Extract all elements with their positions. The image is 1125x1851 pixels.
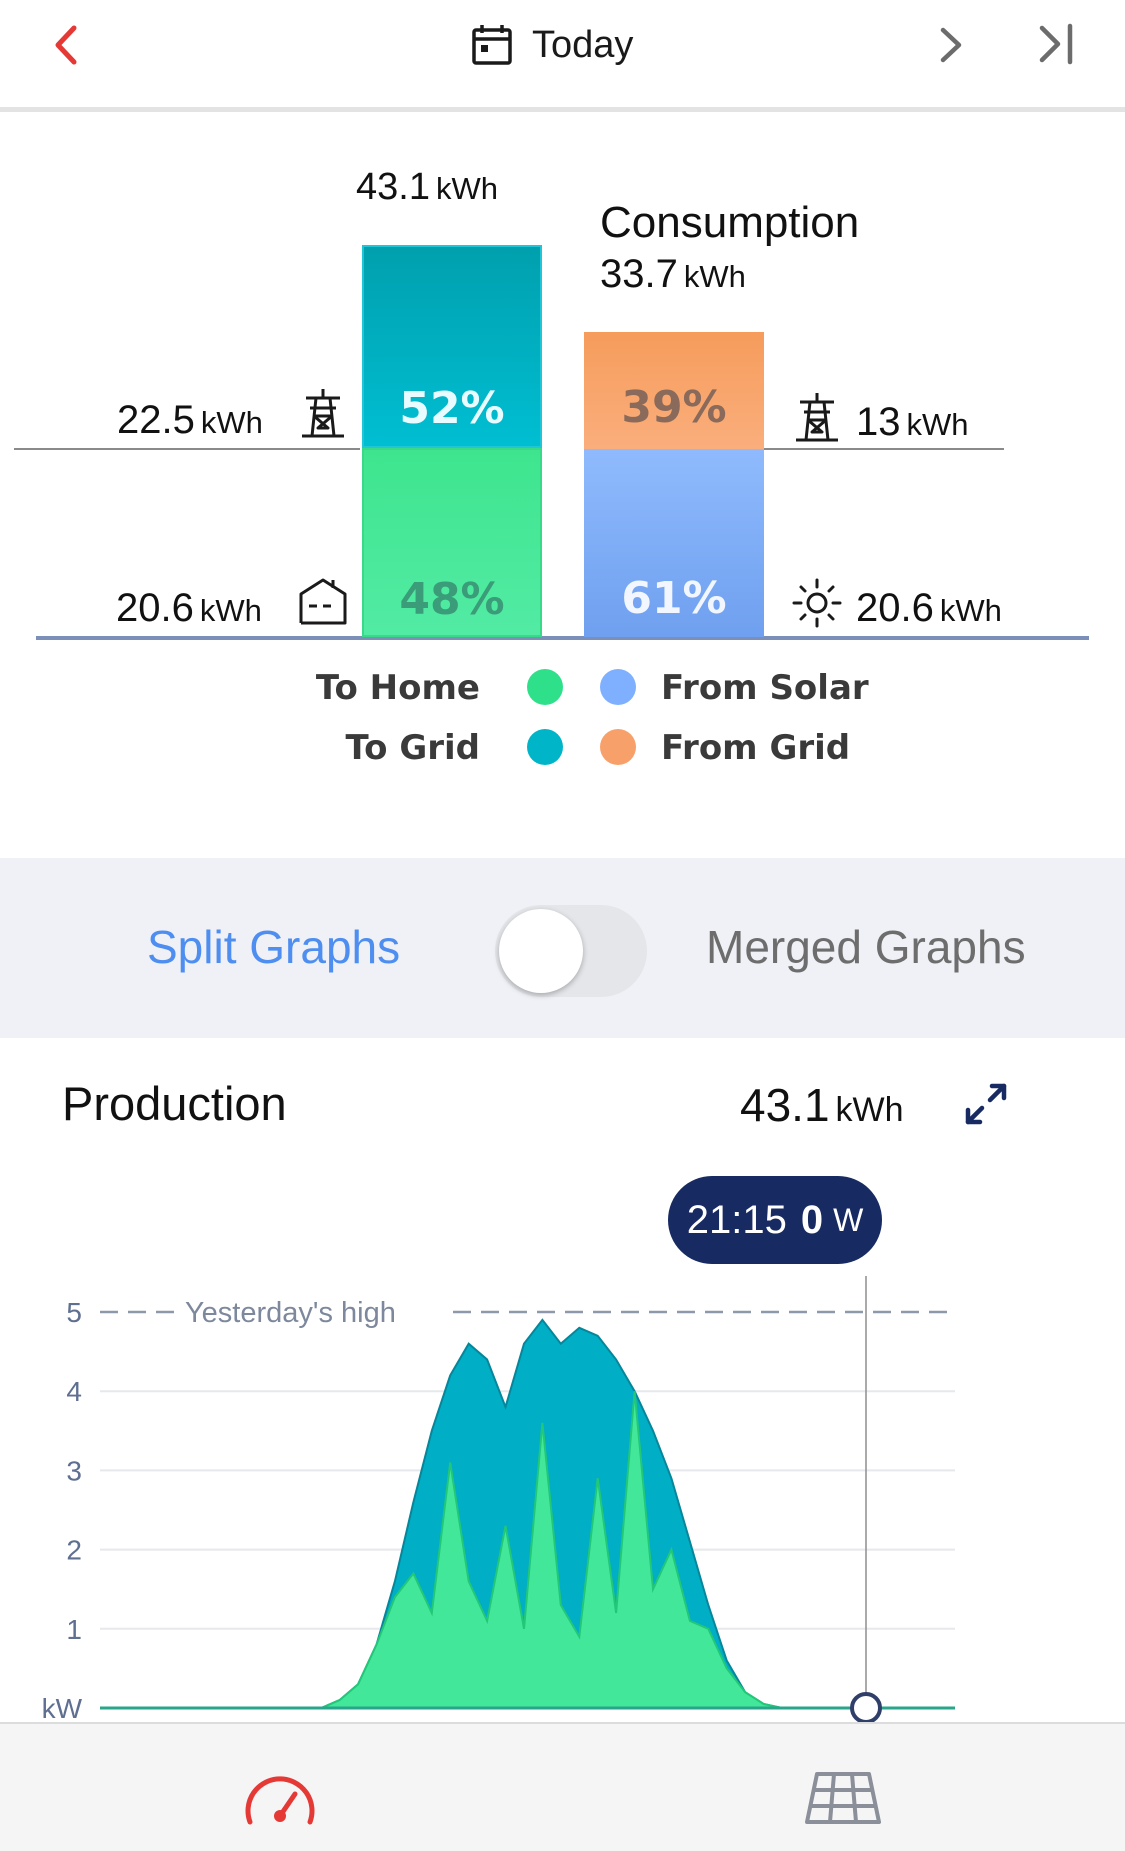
- legend-from-solar: From Solar: [661, 668, 869, 708]
- merged-graphs-label[interactable]: Merged Graphs: [706, 921, 1026, 973]
- split-graphs-label[interactable]: Split Graphs: [147, 921, 401, 973]
- skip-to-end-icon[interactable]: [1036, 20, 1078, 68]
- bar-segment-to-grid: 52%: [362, 245, 542, 448]
- bar-segment-from-solar: 61%: [584, 449, 764, 637]
- from-grid-percent: 39%: [621, 382, 727, 433]
- tooltip-time: 21:15: [686, 1197, 787, 1242]
- bar-segment-from-grid: 39%: [584, 332, 764, 449]
- to-grid-percent: 52%: [399, 383, 505, 434]
- to-home-amount: 20.6 kWh: [116, 586, 262, 630]
- from-solar-amount: 20.6 kWh: [856, 586, 1002, 630]
- tooltip-unit: W: [833, 1201, 864, 1238]
- gauge-icon[interactable]: [240, 1764, 320, 1834]
- chevron-right-icon[interactable]: [935, 22, 965, 68]
- production-total-value: 43.1 kWh: [740, 1079, 904, 1131]
- solar-panel-icon[interactable]: [803, 1768, 883, 1828]
- y-tick-label: 1: [66, 1614, 82, 1645]
- legend-dot-to-grid: [527, 729, 563, 765]
- bar-segment-to-home: 48%: [362, 448, 542, 637]
- grid-guide-line-right: [764, 448, 1004, 450]
- to-home-percent: 48%: [399, 574, 505, 625]
- y-tick-label: 4: [66, 1376, 82, 1407]
- from-solar-percent: 61%: [621, 573, 727, 624]
- chart-tooltip: 21:15 0 W: [668, 1176, 882, 1264]
- home-icon: [299, 578, 347, 625]
- graph-mode-switch[interactable]: [495, 905, 647, 997]
- expand-icon[interactable]: [962, 1080, 1010, 1128]
- legend-to-home: To Home: [315, 668, 480, 708]
- calendar-icon: [472, 25, 512, 65]
- legend-dot-to-home: [527, 669, 563, 705]
- bottom-tab-bar: [0, 1722, 1125, 1851]
- cursor-marker: [850, 1692, 882, 1724]
- graph-mode-toggle-bar: Split Graphs Merged Graphs: [0, 858, 1125, 1038]
- sun-icon: [792, 578, 842, 628]
- date-selector[interactable]: Today: [470, 18, 633, 72]
- to-grid-amount: 22.5 kWh: [117, 398, 263, 442]
- y-tick-label: 2: [66, 1535, 82, 1566]
- switch-knob: [499, 909, 583, 993]
- production-chart[interactable]: 1 2 3 4 5 kW Yesterday's high: [0, 1260, 1125, 1730]
- page-title: Today: [532, 23, 634, 66]
- from-grid-amount: 13 kWh: [856, 400, 969, 444]
- y-tick-label: 5: [66, 1297, 82, 1328]
- y-axis-unit: kW: [42, 1693, 83, 1724]
- y-tick-label: 3: [66, 1455, 82, 1486]
- production-bar: 52% 48%: [362, 245, 542, 637]
- legend-to-grid: To Grid: [345, 728, 480, 768]
- reference-line-label: Yesterday's high: [185, 1297, 396, 1329]
- balance-baseline: [36, 636, 1089, 640]
- consumption-bar: 39% 61%: [584, 332, 764, 637]
- consumption-total: 33.7 kWh: [600, 252, 746, 296]
- legend-from-grid: From Grid: [661, 728, 851, 768]
- legend-dot-from-grid: [600, 729, 636, 765]
- tooltip-value: 0: [800, 1197, 824, 1242]
- consumption-title: Consumption: [600, 198, 860, 247]
- chevron-left-icon[interactable]: [46, 22, 86, 68]
- production-total: 43.1 kWh: [356, 166, 498, 208]
- top-nav-bar: Today: [0, 0, 1125, 112]
- power-tower-icon: [796, 393, 838, 442]
- power-tower-icon: [302, 389, 344, 438]
- legend-dot-from-solar: [600, 669, 636, 705]
- production-title: Production: [62, 1077, 287, 1130]
- grid-guide-line-left: [14, 448, 360, 450]
